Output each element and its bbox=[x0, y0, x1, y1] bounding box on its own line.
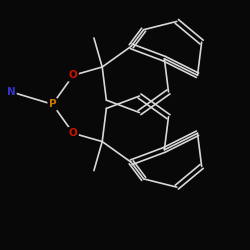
Text: O: O bbox=[69, 70, 78, 80]
Text: O: O bbox=[69, 128, 78, 138]
Text: N: N bbox=[7, 87, 16, 97]
Text: P: P bbox=[49, 99, 56, 109]
